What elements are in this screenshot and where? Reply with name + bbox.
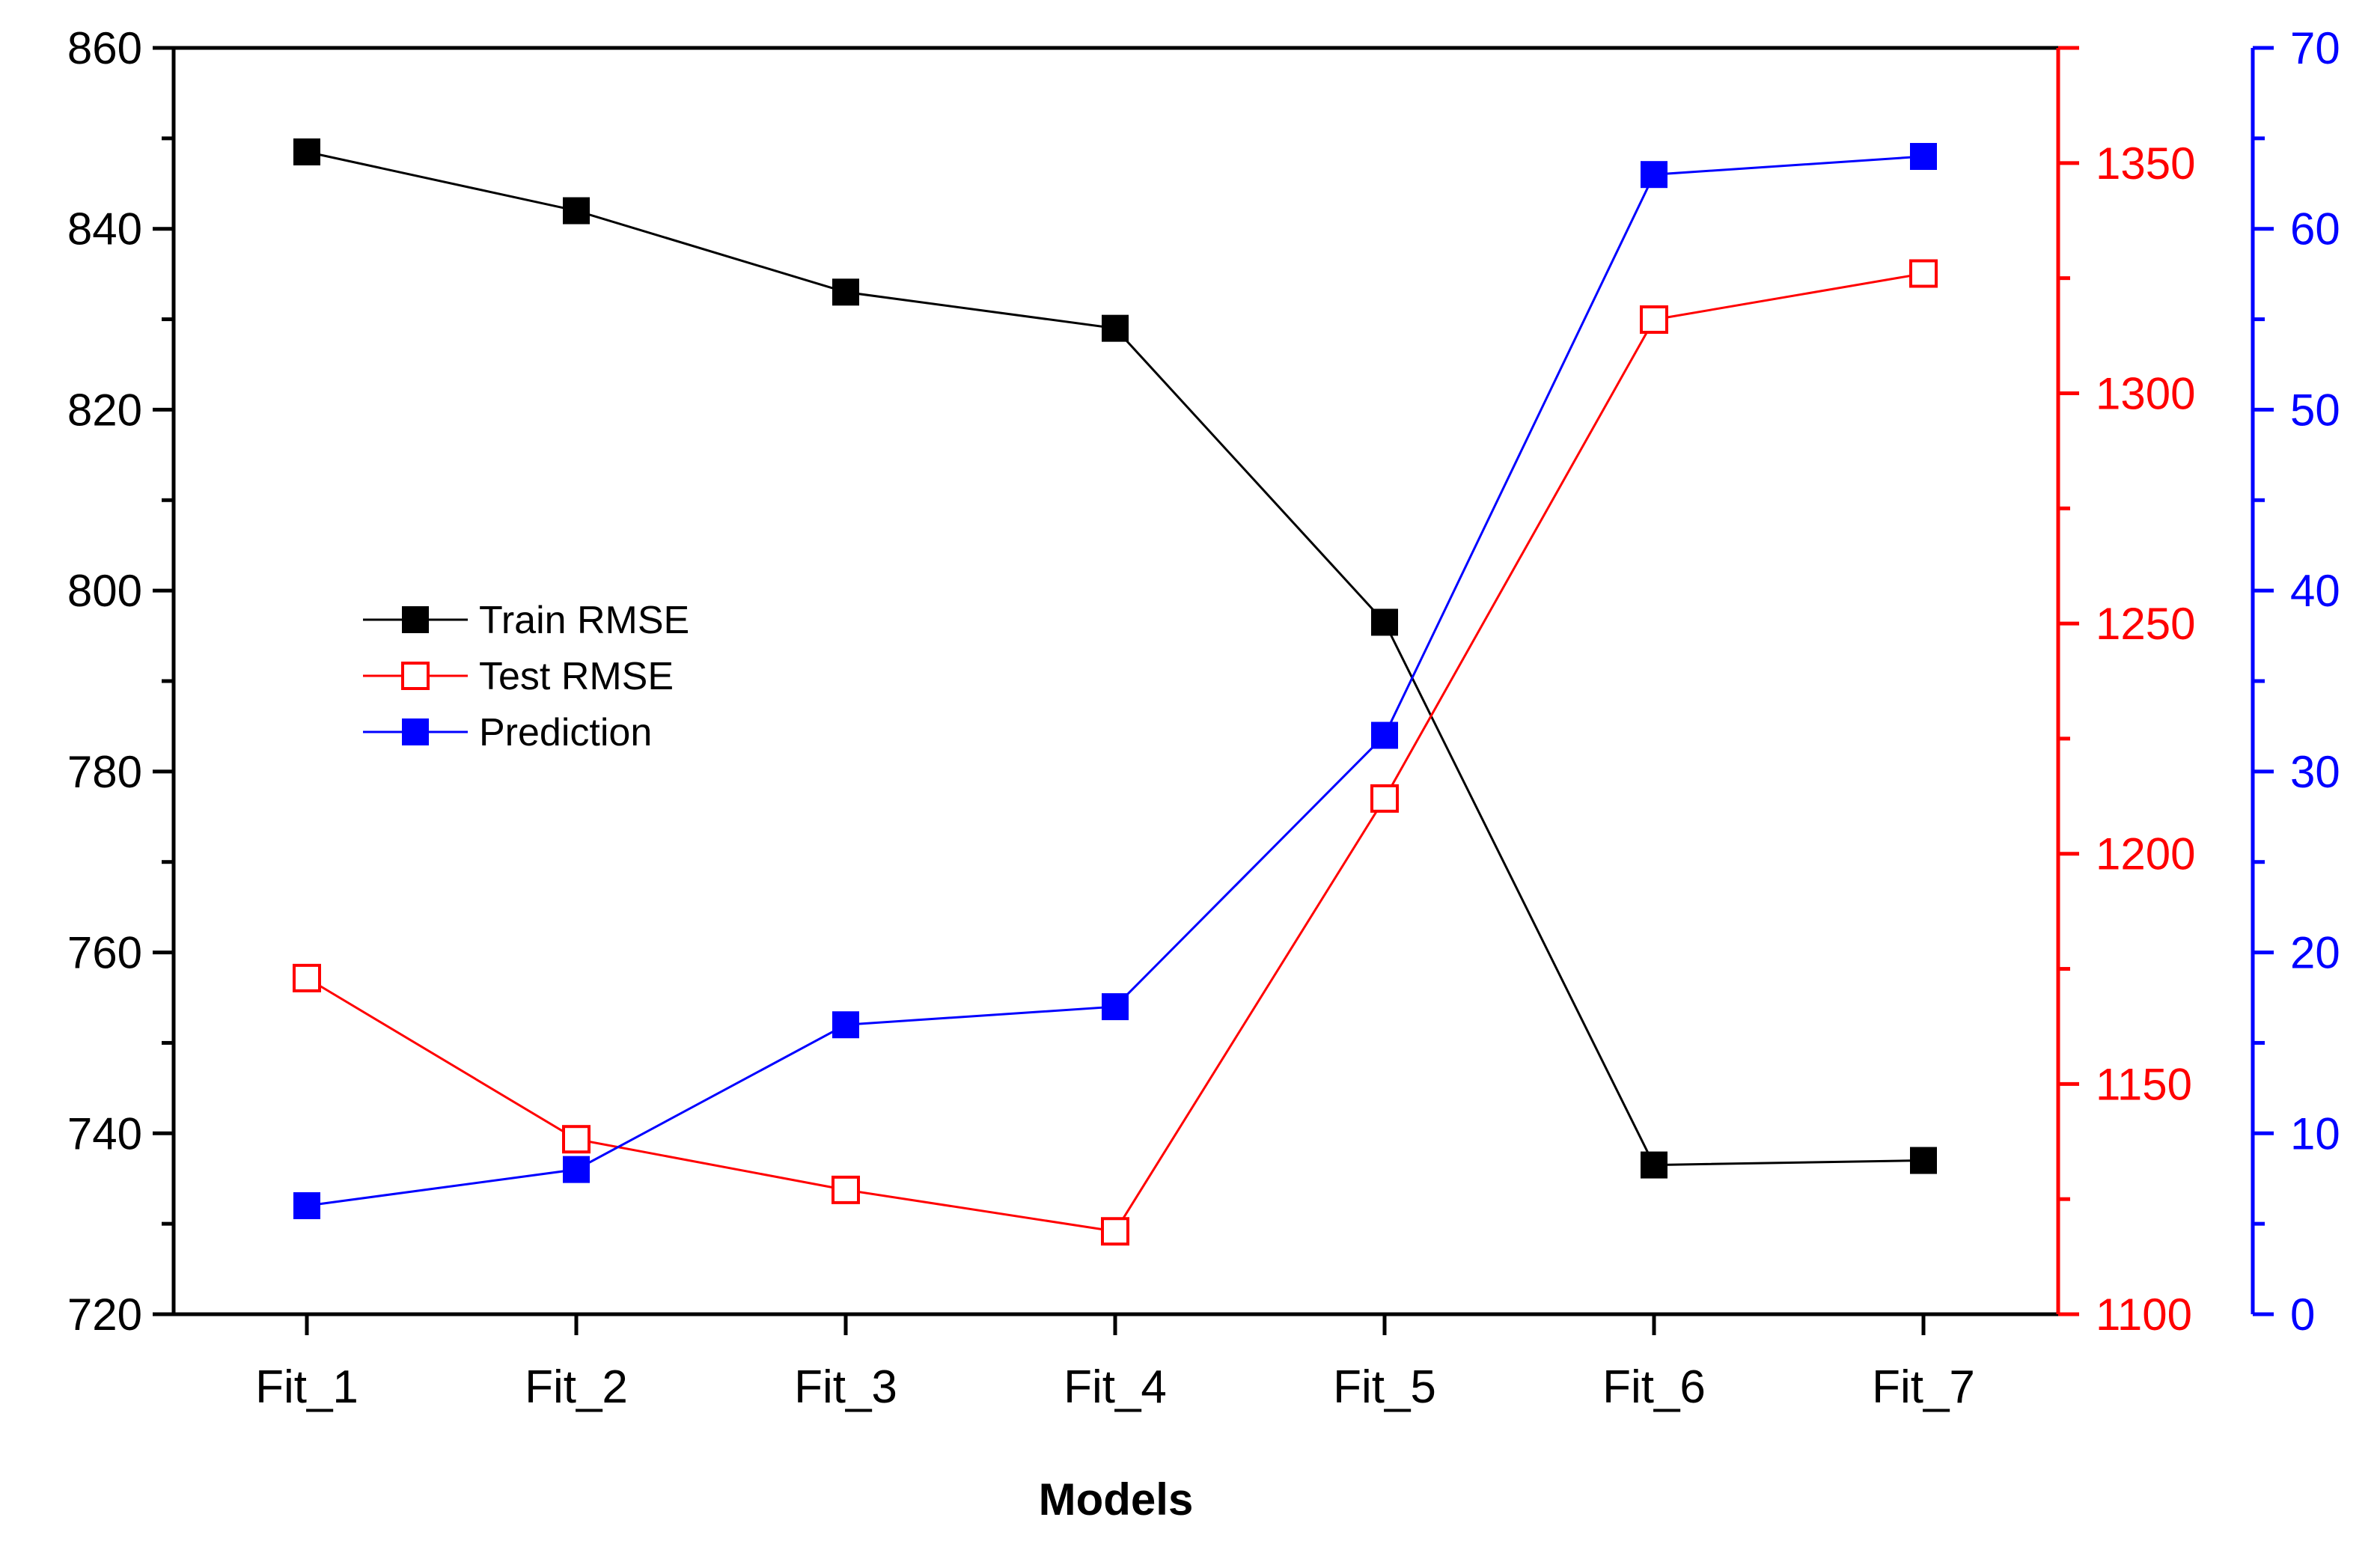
legend-marker [402,718,429,745]
left-tick-label: 820 [67,385,142,435]
data-point-test-rmse [293,963,321,992]
x-tick-label: Fit_1 [255,1361,358,1413]
plot-frame: 720 740 760 780 800 820 840 860 1100 1150 1200 1250… [67,23,2340,1413]
right-red-tick-label: 1150 [2096,1059,2192,1109]
data-point-prediction [1371,721,1398,749]
legend-marker [401,662,430,690]
series-markers [293,138,1938,1246]
data-point-prediction [563,1156,590,1183]
data-point-test-rmse [1909,259,1938,288]
left-tick-label: 780 [67,747,142,797]
data-point-prediction [293,1191,320,1219]
data-point-prediction [1102,993,1129,1021]
x-tick-label: Fit_5 [1333,1361,1436,1413]
data-point-train-rmse [832,278,859,306]
left-tick-label: 740 [67,1108,142,1159]
right-blue-tick-label: 50 [2290,385,2340,435]
right-blue-tick-label: 30 [2290,747,2340,797]
data-point-train-rmse [1910,1147,1937,1174]
data-point-train-rmse [1371,608,1398,636]
right-blue-tick-label: 40 [2290,566,2340,616]
right-red-tick-label: 1250 [2096,599,2195,649]
data-point-prediction [1910,143,1937,171]
data-point-train-rmse [1102,314,1129,342]
right-blue-tick-label: 0 [2290,1290,2315,1340]
data-point-test-rmse [1101,1217,1129,1246]
data-point-train-rmse [563,197,590,225]
data-point-train-rmse [1641,1151,1667,1179]
legend: Train RMSE Test RMSE Prediction [363,599,689,754]
data-point-test-rmse [1640,305,1668,335]
data-point-prediction [1641,161,1667,189]
legend-label: Test RMSE [479,655,674,698]
legend-label: Train RMSE [479,599,689,642]
right-red-tick-label: 1100 [2096,1290,2192,1340]
x-tick-label: Fit_3 [794,1361,897,1413]
left-tick-label: 800 [67,566,142,616]
legend-marker [402,606,429,633]
x-tick-label: Fit_6 [1602,1361,1706,1413]
left-tick-label: 720 [67,1290,142,1340]
right-blue-tick-label: 10 [2290,1108,2340,1159]
x-tick-label: Fit_4 [1064,1361,1167,1413]
right-blue-tick-label: 60 [2290,204,2340,254]
data-point-test-rmse [562,1125,591,1154]
x-axis-title: Models [1039,1474,1194,1525]
left-tick-label: 760 [67,928,142,978]
right-blue-tick-label: 70 [2290,23,2340,73]
right-red-tick-label: 1200 [2096,829,2195,879]
data-point-prediction [832,1011,859,1039]
left-tick-label: 840 [67,204,142,254]
x-tick-label: Fit_7 [1872,1361,1975,1413]
legend-label: Prediction [479,711,652,754]
left-tick-label: 860 [67,23,142,73]
right-red-tick-label: 1300 [2096,368,2195,418]
data-point-test-rmse [832,1175,860,1204]
data-point-test-rmse [1370,784,1399,813]
x-tick-label: Fit_2 [525,1361,628,1413]
right-blue-tick-label: 20 [2290,928,2340,978]
right-red-tick-label: 1350 [2096,138,2195,189]
data-point-train-rmse [293,138,320,165]
